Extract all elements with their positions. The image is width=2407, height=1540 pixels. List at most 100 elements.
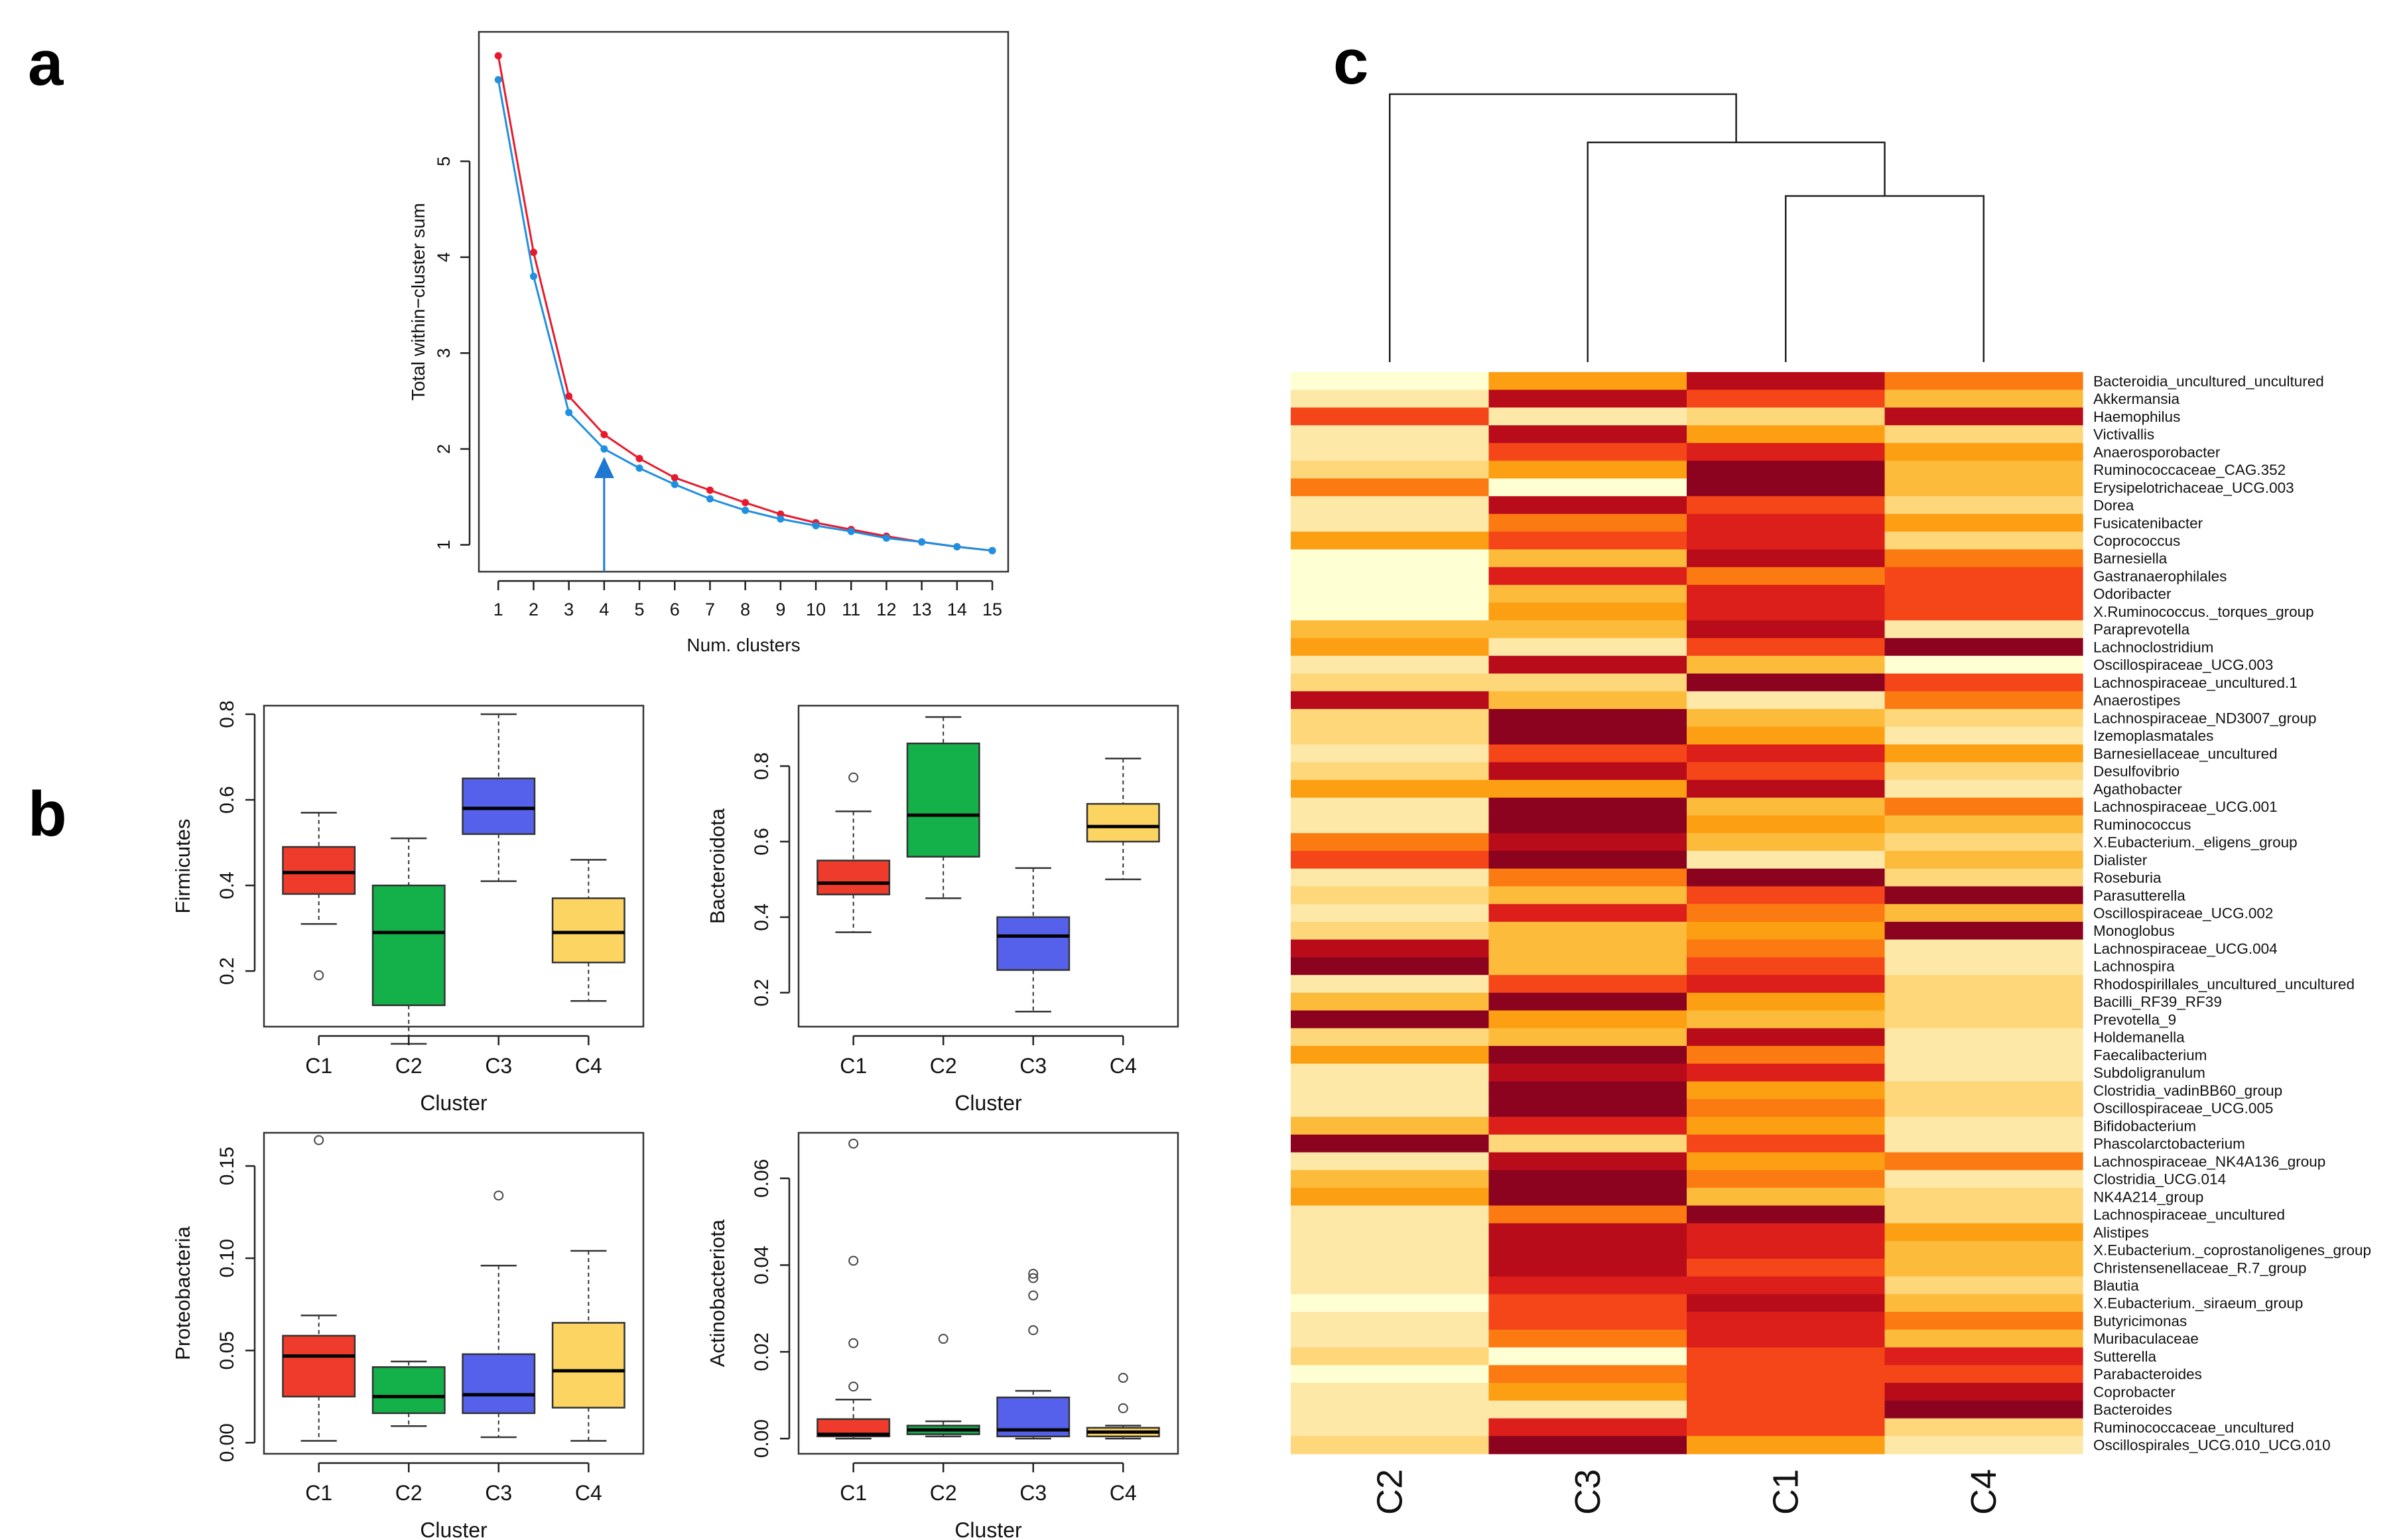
heatmap-cell	[1488, 921, 1687, 940]
heatmap-cell	[1291, 673, 1490, 692]
data-point-blue	[953, 543, 961, 550]
row-label: Lachnospiraceae_UCG.001	[2093, 799, 2278, 815]
data-point-blue	[777, 515, 785, 523]
row-label: Dorea	[2093, 497, 2134, 514]
row-label: Akkermansia	[2093, 391, 2180, 407]
row-label: Anaerosporobacter	[2093, 444, 2221, 460]
row-label: Roseburia	[2093, 869, 2162, 886]
x-tick-label: 6	[670, 600, 680, 619]
heatmap-cell	[1687, 691, 1886, 710]
heatmap-cell	[1687, 868, 1886, 887]
y-tick-label: 1	[434, 540, 454, 550]
heatmap-cell	[1884, 1241, 2083, 1259]
heatmap-cell	[1687, 1294, 1886, 1313]
heatmap-cell	[1488, 1099, 1687, 1118]
heatmap-cell	[1687, 992, 1886, 1011]
heatmap-cell	[1488, 904, 1687, 923]
heatmap-cell	[1687, 726, 1886, 745]
data-point-blue	[565, 409, 573, 417]
y-tick-label: 0.04	[751, 1246, 773, 1284]
row-label: Barnesiella	[2093, 550, 2168, 567]
heatmap-cell	[1488, 1187, 1687, 1206]
heatmap-cell	[1687, 1223, 1886, 1242]
heatmap-cell	[1687, 531, 1886, 550]
y-tick-label: 0.00	[751, 1419, 773, 1458]
heatmap-cell	[1291, 425, 1490, 444]
boxplot-firmicutes: C1 C2 C3 C4 Cluster 0.2 0.4 0.6 0.8 Firmicutes	[171, 700, 645, 1115]
x-tick-label: 1	[493, 600, 503, 619]
boxplot-bacteroidota: C1 C2 C3 C4 Cluster 0.2 0.4 0.6 0.8 Bacteroidota	[706, 704, 1179, 1115]
data-point-blue	[494, 76, 502, 84]
x-tick-label: C1	[305, 1054, 332, 1078]
heatmap-cell	[1687, 744, 1886, 763]
heatmap-cell	[1884, 1347, 2083, 1366]
heatmap-cell	[1687, 638, 1886, 657]
heatmap-cell	[1291, 1241, 1490, 1259]
row-label: Clostridia_UCG.014	[2093, 1171, 2226, 1188]
heatmap-cell	[1488, 1329, 1687, 1348]
heatmap-cell	[1488, 620, 1687, 639]
y-tick-label: 0.4	[751, 903, 773, 931]
x-tick-label: C2	[930, 1481, 957, 1505]
data-point-red	[635, 454, 643, 462]
data-point-blue	[742, 506, 749, 514]
heatmap-cell	[1884, 389, 2083, 409]
heatmap-cell	[1291, 1400, 1490, 1419]
heatmap-cell	[1687, 655, 1886, 674]
series-line-blue	[497, 80, 993, 552]
heatmap-cell	[1884, 1223, 2083, 1242]
heatmap-cell	[1488, 1205, 1687, 1224]
heatmap-cell	[1291, 1383, 1490, 1401]
heatmap-cell	[1687, 850, 1886, 869]
heatmap-cell	[1291, 655, 1490, 674]
heatmap-cell	[1884, 1170, 2083, 1188]
heatmap-cell	[1488, 726, 1687, 745]
x-tick-label: C1	[305, 1481, 332, 1505]
heatmap-cell	[1488, 1081, 1687, 1100]
row-label: Clostridia_vadinBB60_group	[2093, 1082, 2282, 1099]
heatmap-cell	[1884, 921, 2083, 940]
column-label: C2	[1370, 1469, 1409, 1515]
heatmap-cell	[1687, 602, 1886, 621]
heatmap-cell	[1687, 425, 1886, 444]
row-label: Erysipelotrichaceae_UCG.003	[2093, 480, 2294, 496]
heatmap-cell	[1884, 584, 2083, 604]
x-tick-label: 2	[529, 600, 539, 619]
row-label: Alistipes	[2093, 1224, 2149, 1241]
heatmap-cell	[1687, 1436, 1886, 1454]
row-label: Dialister	[2093, 852, 2148, 868]
heatmap-cell	[1291, 1258, 1490, 1277]
row-label: Odoribacter	[2093, 586, 2172, 602]
heatmap-cell	[1884, 1312, 2083, 1330]
heatmap-cell	[1291, 602, 1490, 621]
heatmap-cell	[1488, 478, 1687, 497]
elbow-arrow-head	[594, 456, 614, 478]
heatmap-cell	[1687, 1116, 1886, 1135]
row-label: Victivallis	[2093, 426, 2154, 443]
column-label: C3	[1568, 1469, 1608, 1515]
dendrogram-branch-c2	[1389, 93, 1737, 362]
row-label: X.Eubacterium._coprostanoligenes_group	[2093, 1242, 2371, 1259]
heatmap-cell	[1488, 868, 1687, 887]
heatmap-cell	[1884, 850, 2083, 869]
heatmap-cell	[1488, 513, 1687, 533]
heatmap-cell	[1488, 1383, 1687, 1401]
heatmap-cell	[1291, 921, 1490, 940]
heatmap-cell	[1884, 957, 2083, 976]
heatmap-cell	[1884, 673, 2083, 692]
heatmap-cell	[1884, 1276, 2083, 1295]
row-label: Bacteroides	[2093, 1401, 2172, 1418]
row-label: Desulfovibrio	[2093, 763, 2179, 780]
row-label: Prevotella_9	[2093, 1011, 2176, 1028]
y-tick-label: 0.6	[216, 786, 238, 814]
heatmap-cell	[1687, 478, 1886, 497]
heatmap-cell	[1687, 407, 1886, 426]
row-label: Agathobacter	[2093, 781, 2182, 797]
plot-frame	[478, 31, 1009, 573]
x-axis-title: Cluster	[420, 1518, 488, 1540]
heatmap-cell	[1488, 1294, 1687, 1313]
dendrogram-branch-c1-c4	[1785, 195, 1984, 362]
heatmap-cell	[1291, 939, 1490, 958]
